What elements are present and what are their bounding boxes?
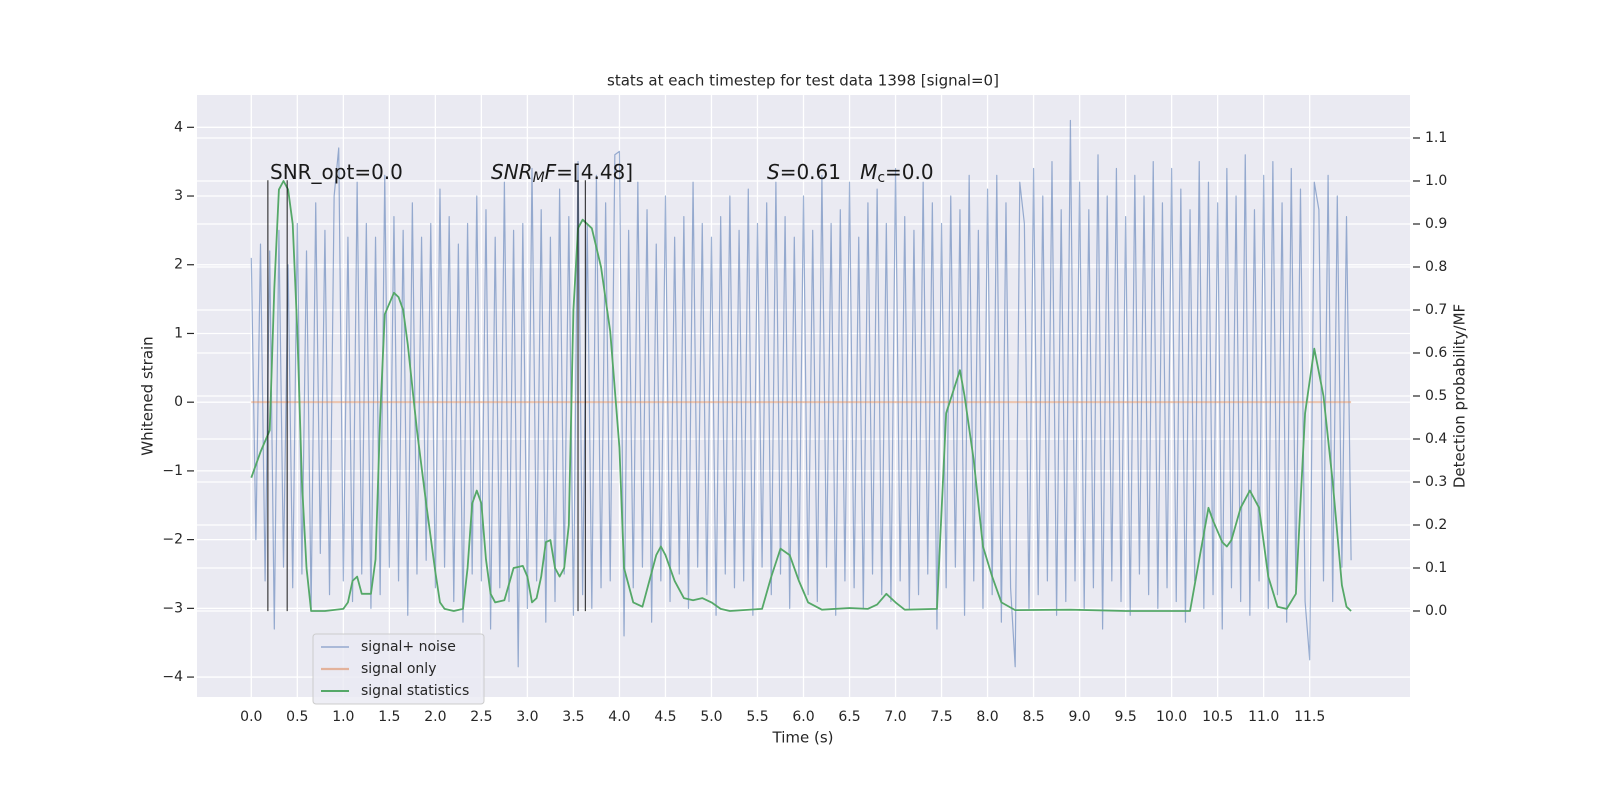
x-tick-label: 5.5	[746, 709, 768, 725]
y2-tick-label: 0.9	[1425, 216, 1447, 232]
annotation: SNRMF=[4.48]	[491, 160, 633, 187]
x-tick-label: 6.0	[792, 709, 814, 725]
x-tick-label: 1.5	[378, 709, 400, 725]
x-tick-label: 1.0	[332, 709, 354, 725]
annotation-part: S	[767, 160, 780, 184]
x-tick-label: 0.5	[286, 709, 308, 725]
legend-label: signal only	[361, 661, 436, 677]
y2-tick-label: 1.0	[1425, 173, 1447, 189]
x-tick-label: 8.0	[976, 709, 998, 725]
y-tick-label: −2	[162, 532, 183, 548]
y2-tick-label: 0.6	[1425, 345, 1447, 361]
x-tick-label: 4.0	[608, 709, 630, 725]
y-tick-label: 2	[174, 257, 183, 273]
y2-tick-label: 0.4	[1425, 431, 1447, 447]
series-line	[250, 180, 1352, 612]
y2-axis-label: Detection probability/MF	[1451, 304, 1469, 488]
y2-tick-label: 0.2	[1425, 517, 1447, 533]
legend: signal+ noise signal only signal statistic…	[312, 633, 485, 705]
x-axis-label: Time (s)	[772, 729, 834, 747]
y2-tick-label: 0.7	[1425, 302, 1447, 318]
annotation-part: F	[545, 160, 557, 184]
x-tick-label: 10.0	[1156, 709, 1187, 725]
x-tick-label: 9.5	[1114, 709, 1136, 725]
y2-tick-label: 0.0	[1425, 603, 1447, 619]
x-tick-label: 8.5	[1022, 709, 1044, 725]
y2-tick-label: 0.5	[1425, 388, 1447, 404]
y-tick-label: 0	[174, 394, 183, 410]
y-tick-label: −4	[162, 669, 183, 685]
annotation: SNR_opt=0.0	[270, 160, 403, 184]
annotation-part: SNR_opt=0.0	[270, 160, 403, 184]
annotation-part: M	[533, 170, 545, 186]
y-tick-label: 3	[174, 188, 183, 204]
y-axis-label: Whitened strain	[139, 336, 157, 455]
legend-label: signal statistics	[361, 683, 469, 699]
y-tick-label: 4	[174, 119, 183, 135]
annotation-part: M	[860, 160, 877, 184]
annotation-part: SNR	[491, 160, 533, 184]
annotation-part: c	[877, 170, 885, 186]
x-tick-label: 11.0	[1248, 709, 1279, 725]
x-tick-label: 2.5	[470, 709, 492, 725]
x-tick-label: 7.5	[930, 709, 952, 725]
x-tick-label: 10.5	[1202, 709, 1233, 725]
x-tick-label: 3.5	[562, 709, 584, 725]
x-tick-label: 6.5	[838, 709, 860, 725]
annotation-part: =0.0	[885, 160, 934, 184]
x-tick-label: 0.0	[240, 709, 262, 725]
y-tick-label: −1	[162, 463, 183, 479]
x-tick-label: 11.5	[1294, 709, 1325, 725]
y2-tick-label: 0.8	[1425, 259, 1447, 275]
x-tick-label: 7.0	[884, 709, 906, 725]
x-tick-label: 3.0	[516, 709, 538, 725]
annotation: S=0.61 Mc=0.0	[767, 160, 934, 187]
legend-label: signal+ noise	[361, 639, 456, 655]
series-line	[250, 119, 1352, 668]
y-tick-label: 1	[174, 325, 183, 341]
y2-tick-label: 0.1	[1425, 560, 1447, 576]
y2-tick-label: 1.1	[1425, 130, 1447, 146]
legend-box	[312, 633, 485, 705]
annotation-part: =[4.48]	[556, 160, 633, 184]
y-tick-label: −3	[162, 600, 183, 616]
x-tick-label: 9.0	[1068, 709, 1090, 725]
chart-title: stats at each timestep for test data 139…	[607, 72, 999, 90]
annotation-part: =0.61	[780, 160, 860, 184]
x-tick-label: 5.0	[700, 709, 722, 725]
x-tick-label: 2.0	[424, 709, 446, 725]
x-tick-label: 4.5	[654, 709, 676, 725]
y2-tick-label: 0.3	[1425, 474, 1447, 490]
